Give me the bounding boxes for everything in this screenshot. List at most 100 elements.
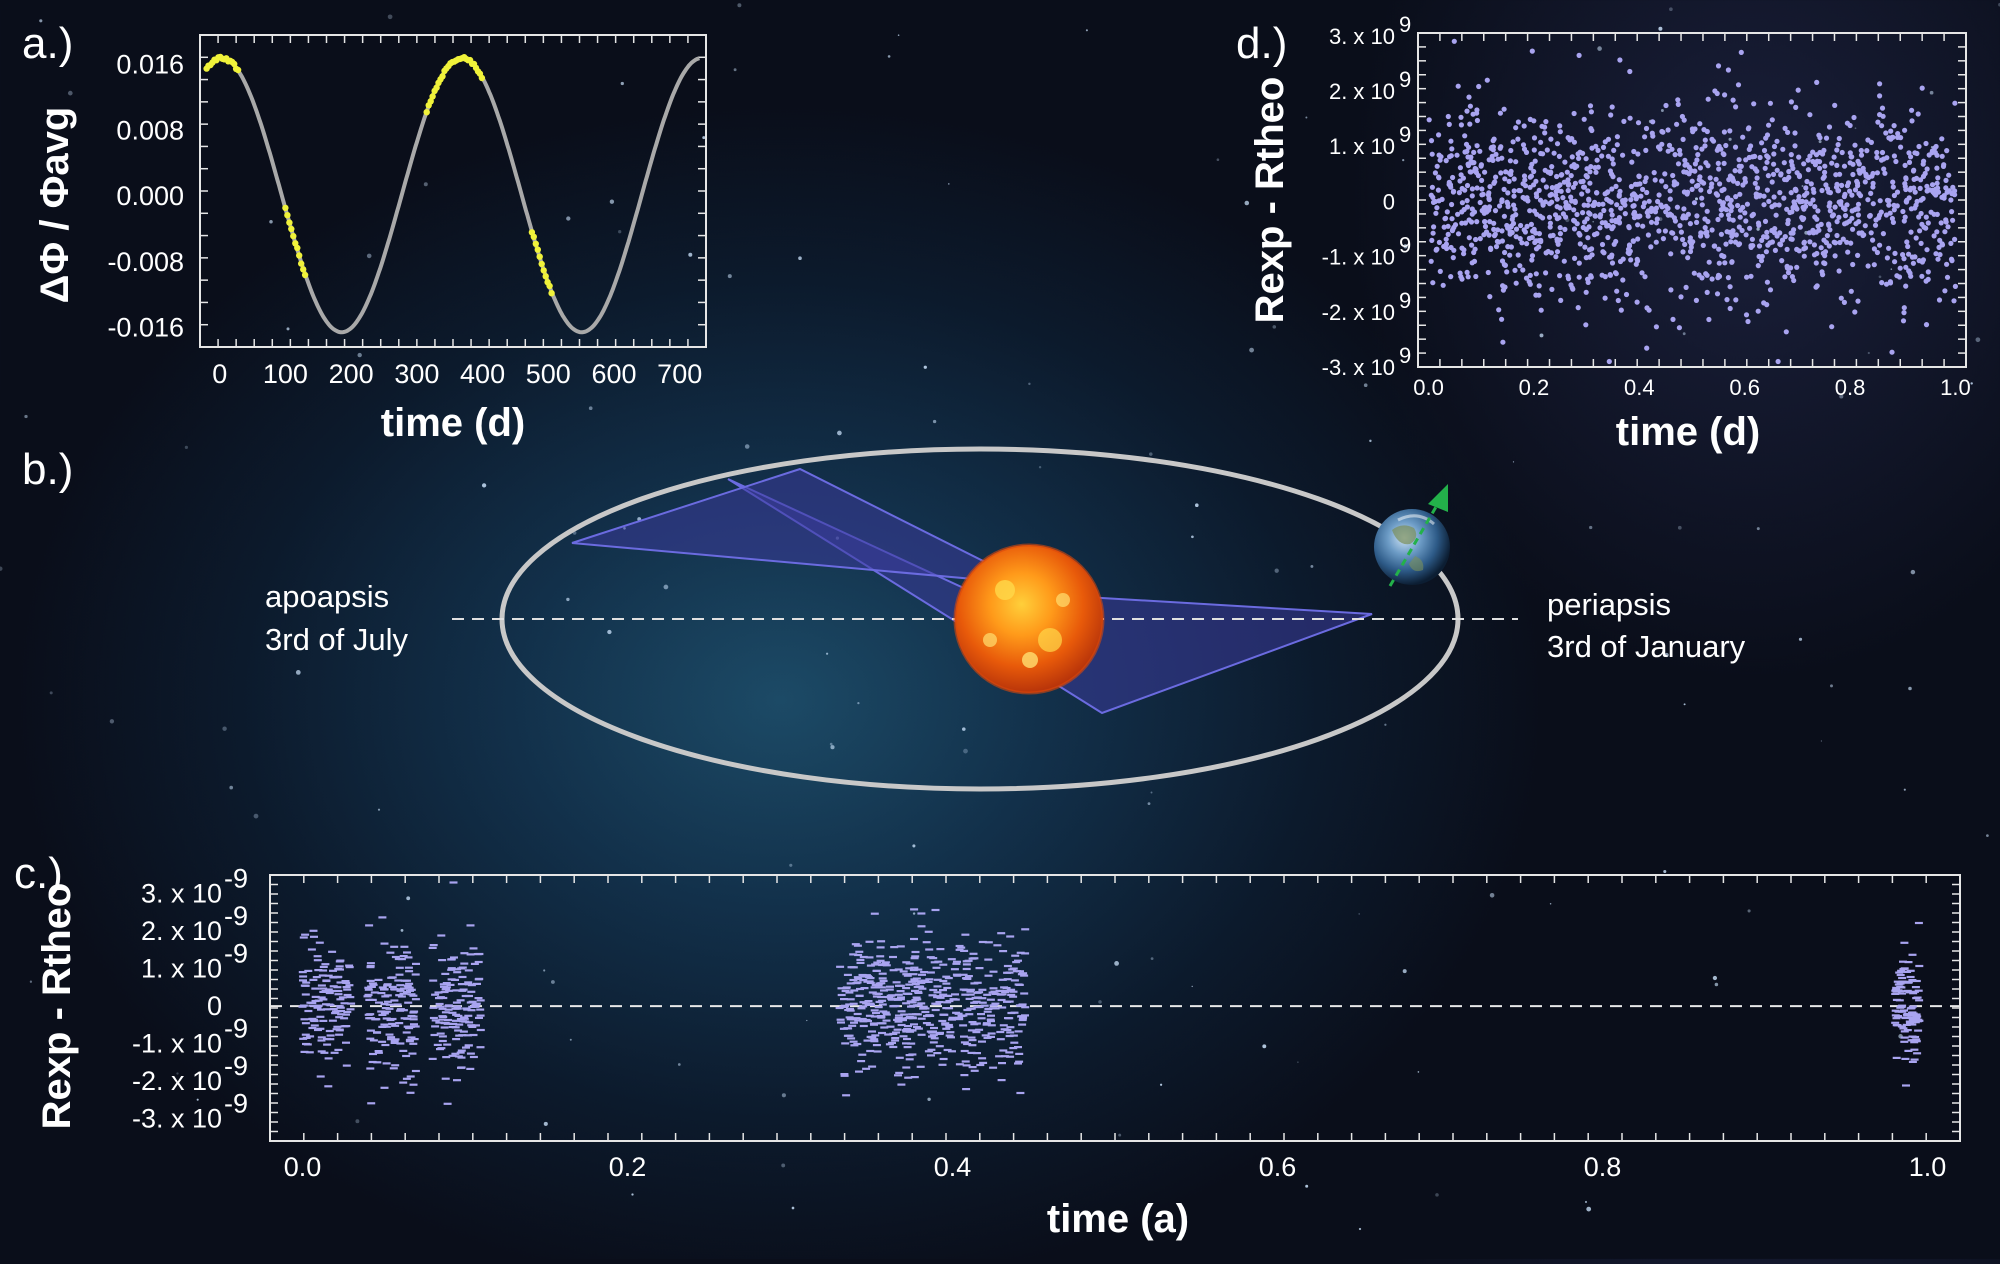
chart-d-point — [1812, 204, 1818, 210]
chart-d-point — [1847, 122, 1853, 129]
chart-d-point — [1487, 294, 1493, 300]
chart-d-point — [1653, 239, 1659, 245]
chart-d-point — [1436, 175, 1442, 181]
chart-d-point — [1505, 244, 1511, 250]
chart-d-point — [1628, 197, 1634, 203]
chart-d-point — [1796, 154, 1802, 160]
star — [1417, 1071, 1420, 1073]
star — [1658, 26, 1663, 31]
star — [829, 742, 833, 746]
chart-d-point — [1662, 171, 1668, 177]
chart-d-point — [1728, 239, 1734, 245]
chart-d-point — [1943, 219, 1949, 225]
star — [727, 274, 732, 279]
chart-d-point — [1440, 282, 1446, 288]
chart-d-point — [1508, 147, 1514, 154]
chart-d-point — [1536, 187, 1542, 193]
chart-d-point — [1693, 145, 1699, 151]
chart-d-point — [1634, 181, 1640, 187]
chart-d-point — [1856, 191, 1862, 197]
chart-d-point — [1626, 224, 1632, 230]
chart-d-point — [1924, 166, 1930, 172]
star — [1975, 337, 1981, 343]
star — [1435, 1193, 1439, 1197]
chart-d-point — [1732, 168, 1738, 174]
chart-d-point — [1653, 205, 1659, 211]
chart-d-point — [1599, 153, 1605, 159]
chart-d-point — [1720, 200, 1726, 206]
chart-d-point — [1554, 141, 1561, 147]
chart-d-point — [1488, 245, 1494, 251]
chart-d-point — [1928, 209, 1934, 215]
chart-d-point — [1698, 230, 1704, 236]
chart-d-point — [1725, 67, 1731, 73]
chart-c: 0.0 0.2 0.4 0.6 0.8 1.0 3. x 10 -92. x 10 -91. … — [35, 864, 1961, 1241]
star — [798, 256, 802, 261]
chart-d-x-tick-label: 0.8 — [1835, 375, 1866, 400]
chart-d-point — [1588, 109, 1594, 115]
chart-a-highlight-point — [534, 246, 541, 253]
chart-d-point — [1898, 144, 1904, 150]
chart-d-point — [1508, 224, 1514, 230]
chart-d-point — [1481, 210, 1487, 216]
chart-d-y-tick-label: 3. x 10 — [1329, 24, 1395, 49]
chart-d-point — [1805, 167, 1811, 173]
chart-d-point — [1823, 240, 1829, 246]
chart-d-point — [1723, 207, 1729, 213]
star — [1589, 525, 1593, 530]
chart-d-point — [1900, 318, 1907, 324]
chart-a-frame — [199, 34, 707, 348]
chart-d-point — [1829, 324, 1835, 330]
chart-d-point — [1485, 269, 1491, 276]
chart-d-point — [1716, 246, 1722, 252]
chart-d-point — [1771, 194, 1777, 200]
chart-d-x-tick-label: 0.6 — [1729, 375, 1760, 400]
chart-d-point — [1468, 169, 1474, 175]
chart-d-point — [1614, 202, 1620, 208]
chart-d-point — [1858, 152, 1865, 158]
chart-d-point — [1874, 149, 1880, 156]
chart-d-point — [1449, 201, 1455, 208]
chart-d-point — [1636, 173, 1642, 179]
chart-d-point — [1492, 179, 1498, 185]
star — [229, 785, 234, 790]
chart-d-point — [1877, 112, 1883, 118]
chart-d-point — [1769, 179, 1775, 185]
chart-d-point — [1813, 284, 1819, 290]
chart-d-point — [1608, 199, 1614, 205]
chart-d-point — [1772, 202, 1778, 208]
chart-d-point — [1635, 151, 1641, 157]
chart-d-point — [1549, 286, 1555, 292]
star — [1195, 503, 1199, 508]
chart-d-point — [1590, 202, 1596, 208]
star — [1890, 268, 1893, 270]
chart-d-point — [1814, 79, 1820, 85]
chart-d-point — [1572, 180, 1578, 186]
chart-d-point — [1738, 49, 1744, 56]
chart-d-point — [1737, 214, 1743, 220]
chart-d-point — [1581, 116, 1587, 122]
chart-d-point — [1600, 201, 1606, 207]
chart-d-point — [1608, 207, 1614, 213]
chart-d-point — [1763, 249, 1769, 255]
chart-d-point — [1594, 190, 1600, 196]
chart-d-point — [1705, 96, 1711, 102]
chart-d-point — [1592, 165, 1598, 171]
chart-d-point — [1659, 204, 1665, 210]
chart-d-point — [1870, 201, 1876, 207]
chart-d-point — [1628, 257, 1634, 263]
chart-d-point — [1784, 177, 1790, 183]
chart-d-point — [1882, 170, 1888, 176]
chart-d-point — [1851, 114, 1857, 121]
chart-d-y-tick-label: 1. x 10 — [1329, 134, 1395, 159]
chart-d-point — [1860, 165, 1866, 171]
star — [1369, 439, 1372, 443]
star — [1592, 220, 1595, 223]
panel-label-c: c.) — [14, 849, 63, 898]
chart-d-point — [1901, 218, 1907, 224]
chart-d-point — [1583, 289, 1589, 295]
chart-d-point — [1777, 190, 1783, 196]
chart-d-point — [1735, 180, 1741, 186]
chart-d-point — [1469, 242, 1475, 248]
chart-d-point — [1531, 147, 1537, 153]
